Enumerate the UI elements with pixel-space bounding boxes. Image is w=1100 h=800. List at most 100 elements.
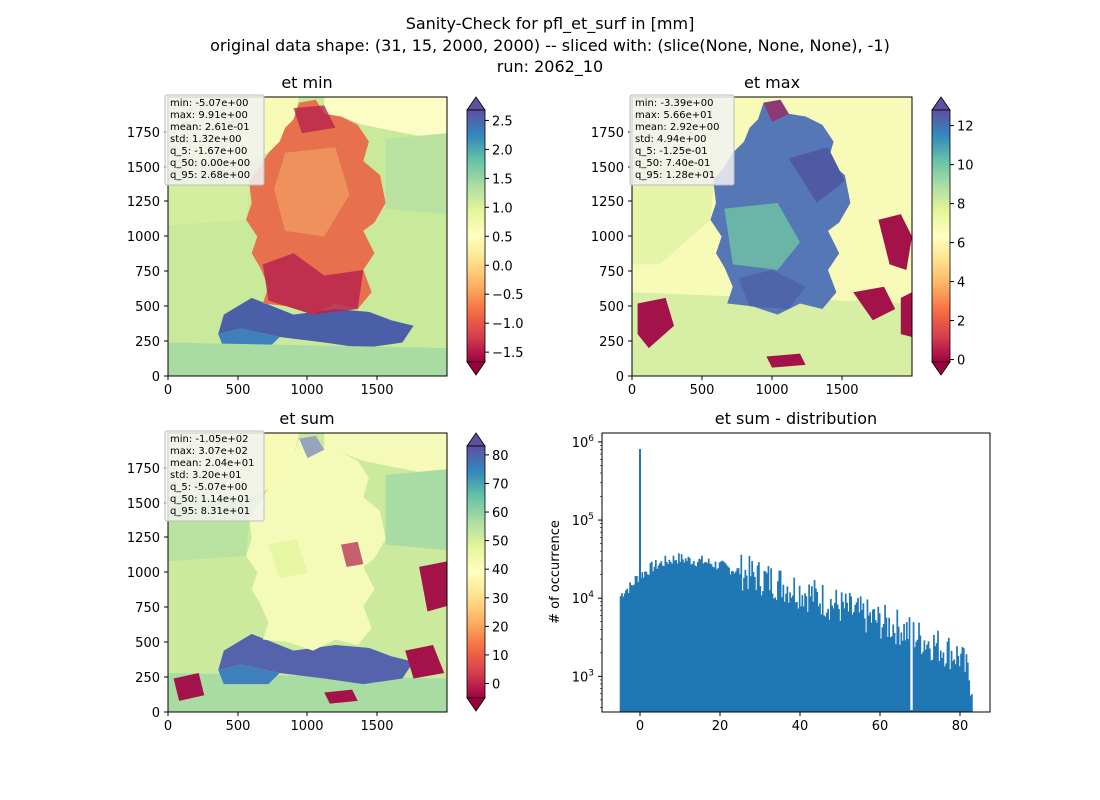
histogram-bar (687, 556, 690, 712)
histogram-bar (663, 566, 665, 712)
histogram-bar (691, 563, 694, 712)
histogram-bar (801, 595, 804, 712)
colorbar-tick: 2.5 (485, 114, 513, 129)
histogram-bar (905, 622, 908, 712)
histogram-bar (823, 615, 825, 712)
histogram-bar (946, 641, 949, 712)
histogram-bar (862, 603, 865, 712)
histogram-bar (844, 593, 847, 712)
histogram-bar (659, 563, 661, 712)
stats-line: std: 3.20e+01 (170, 470, 242, 481)
y-tick: 1250 (127, 195, 168, 210)
histogram-bar (855, 602, 858, 712)
y-tick: 500 (135, 636, 168, 651)
panel-et-max: et max 0 500 1000 1500 (591, 73, 974, 398)
histogram-spike-bar (639, 449, 641, 712)
histogram-bar (954, 664, 957, 712)
y-axis: 103 104 105 106 (572, 434, 602, 708)
histogram-bar (684, 558, 687, 712)
histogram-bar (819, 603, 821, 712)
histogram-bar (633, 584, 635, 712)
colorbar-tick-label: −0.5 (492, 288, 524, 303)
histogram-bar (884, 604, 886, 712)
colorbar-tick: 60 (485, 506, 509, 521)
histogram-bar (886, 636, 889, 712)
histogram-bar (759, 586, 762, 712)
histogram-bar (865, 632, 867, 712)
histogram-bar (652, 571, 654, 712)
histogram-bar (676, 563, 679, 712)
colorbar-tick-label: 40 (492, 563, 509, 578)
histogram-bar (694, 565, 697, 712)
histogram-bar (703, 562, 706, 712)
histogram-bar (962, 647, 965, 712)
histogram-bar (718, 562, 721, 712)
histogram-bar (908, 617, 911, 712)
colorbar-tick: 0.0 (485, 259, 513, 274)
histogram-bar (831, 605, 834, 712)
histogram-bar (762, 591, 764, 712)
histogram-bar (785, 593, 787, 712)
colorbar-tick-label: 0.5 (492, 230, 513, 245)
y-tick: 750 (599, 265, 632, 280)
svg-text:0: 0 (164, 383, 172, 398)
histogram-bar (965, 654, 968, 712)
svg-text:1500: 1500 (127, 161, 160, 176)
histogram-bar (958, 666, 961, 712)
histogram-bar (735, 571, 737, 712)
histogram-bar (781, 597, 783, 712)
histogram-bars (619, 449, 973, 712)
histogram-bar (953, 659, 956, 712)
colorbar-tick: 20 (485, 620, 509, 635)
histogram-bar (817, 606, 820, 712)
histogram-bar (924, 649, 927, 712)
histogram-bar (625, 590, 627, 712)
histogram-bar (773, 598, 775, 712)
colorbar-tick: 0 (950, 354, 965, 369)
histogram-bar (928, 648, 931, 712)
histogram-bar (646, 574, 649, 712)
stats-box: min: -5.07e+00 max: 9.91e+00 mean: 2.61e… (164, 94, 265, 186)
svg-text:250: 250 (599, 335, 624, 350)
histogram-bar (857, 598, 859, 712)
y-tick-label: 105 (572, 512, 594, 529)
histogram-bar (820, 614, 823, 712)
svg-text:1500: 1500 (360, 383, 393, 398)
x-tick-label: 0 (636, 719, 644, 734)
histogram-bar (713, 567, 716, 712)
colorbar-tick: 40 (485, 563, 509, 578)
svg-text:500: 500 (226, 719, 251, 734)
y-tick: 750 (135, 265, 168, 280)
histogram-bar (635, 575, 638, 712)
histogram-bar (634, 576, 637, 712)
histogram-bar (711, 566, 714, 712)
histogram-bar (839, 620, 842, 712)
histogram-bar (815, 588, 817, 712)
x-tick: 1000 (290, 376, 324, 398)
colorbar-tick: 2.0 (485, 143, 513, 158)
histogram-bar (641, 572, 644, 712)
svg-text:500: 500 (135, 636, 160, 651)
panel-et-sum: et sum 0 5 (127, 409, 509, 734)
histogram-bar (930, 660, 933, 712)
stats-line: std: 4.94e+00 (635, 134, 707, 145)
colorbar-tick-label: 20 (492, 620, 509, 635)
histogram-bar (763, 570, 766, 712)
colorbar-tick-label: 0 (492, 678, 500, 693)
histogram-bar (804, 593, 806, 712)
histogram-bar (806, 611, 809, 712)
histogram-bar (893, 632, 896, 712)
histogram-bar (853, 612, 855, 712)
histogram-bar (961, 647, 964, 712)
histogram-bar (960, 653, 962, 712)
svg-text:1500: 1500 (127, 497, 160, 512)
histogram-bar (836, 604, 839, 712)
histogram-bar (888, 617, 891, 712)
histogram-bar (777, 581, 779, 712)
histogram-bar (901, 640, 904, 712)
histogram-bar (869, 612, 872, 712)
histogram-bar (821, 585, 824, 712)
svg-text:1750: 1750 (127, 462, 160, 477)
histogram-bar (827, 608, 829, 712)
histogram-bar (907, 639, 909, 712)
